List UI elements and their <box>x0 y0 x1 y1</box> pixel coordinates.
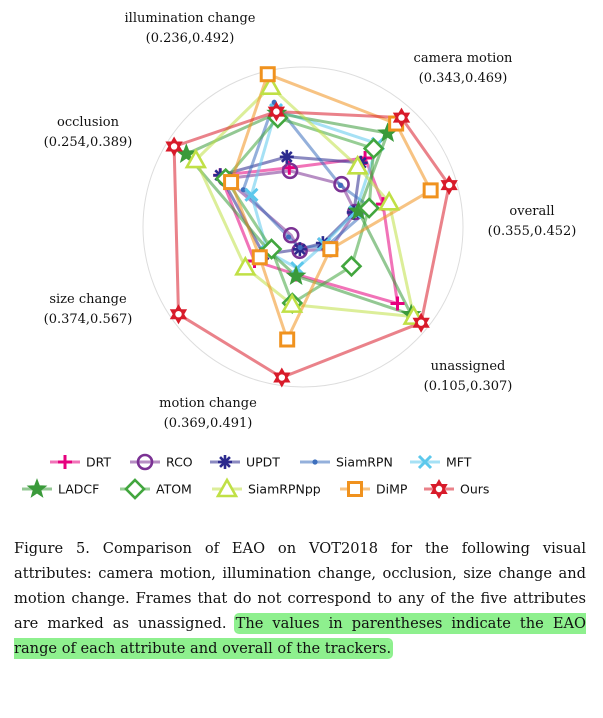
legend-marker-siamrpn <box>312 459 318 465</box>
point-ours-unassigned <box>412 312 430 333</box>
axis-label-camera-motion: camera motion <box>414 51 514 66</box>
point-ours-occlusion <box>165 136 183 157</box>
point-drt-unassigned <box>390 296 405 311</box>
legend-item-siamrpn: SiamRPN <box>300 455 393 470</box>
axis-range-unassigned: (0.105,0.307) <box>424 379 513 394</box>
series-ours <box>172 110 451 379</box>
axis-range-overall: (0.355,0.452) <box>488 224 577 239</box>
axis-range-camera-motion: (0.343,0.469) <box>419 71 508 86</box>
series-line-ours <box>172 110 451 379</box>
axis-label-illumination-change: illumination change <box>125 11 256 26</box>
point-siamrpnpp-camera-motion <box>346 154 369 175</box>
legend-label-ours: Ours <box>460 482 489 497</box>
legend-marker-mft <box>417 454 433 470</box>
point-ours-motion-change <box>273 367 291 388</box>
series-line-drt <box>218 156 399 305</box>
legend-label-dimp: DiMP <box>376 482 408 497</box>
point-dimp-size-change <box>251 249 268 266</box>
legend-item-ladcf: LADCF <box>22 478 99 498</box>
legend-label-ladcf: LADCF <box>58 482 99 497</box>
markers-siamrpnpp <box>184 75 425 325</box>
legend-item-dimp: DiMP <box>340 481 408 497</box>
axis-label-unassigned: unassigned <box>431 359 506 374</box>
point-updt-illumination-change <box>279 149 294 164</box>
axis-range-size-change: (0.374,0.567) <box>44 312 133 327</box>
point-rco-size-change <box>282 226 300 244</box>
point-siamrpn-occlusion <box>240 187 246 193</box>
point-siamrpn-size-change <box>285 234 292 240</box>
axis-label-occlusion: occlusion <box>57 115 120 130</box>
series-line-atom <box>224 116 376 305</box>
legend-label-drt: DRT <box>86 455 111 470</box>
legend-item-rco: RCO <box>130 453 193 471</box>
caption-text: Figure 5. Comparison of EAO on VOT2018 f… <box>14 540 586 632</box>
point-siamrpn-motion-change <box>297 244 303 251</box>
axis-label-size-change: size change <box>49 292 127 307</box>
axis-range-illumination-change: (0.236,0.492) <box>146 31 235 46</box>
point-ours-size-change <box>169 304 188 325</box>
legend-item-mft: MFT <box>410 455 472 470</box>
legend-label-mft: MFT <box>446 455 472 470</box>
point-siamrpnpp-motion-change <box>280 292 304 313</box>
axis-range-motion-change: (0.369,0.491) <box>164 416 253 431</box>
legend-marker-rco <box>136 453 154 471</box>
point-siamrpnpp-size-change <box>234 255 257 276</box>
point-siamrpn-camera-motion <box>337 182 344 188</box>
legend-marker-ladcf <box>26 478 48 498</box>
radar-chart: camera motion (0.343,0.469) overall (0.355,… <box>22 11 577 500</box>
legend-item-siamrpnpp: SiamRPNpp <box>212 477 321 498</box>
markers-ours <box>165 101 458 388</box>
point-ladcf-motion-change <box>285 265 307 285</box>
legend-item-drt: DRT <box>50 455 111 470</box>
legend-label-updt: UPDT <box>246 455 280 470</box>
legend-item-updt: UPDT <box>210 455 280 470</box>
legend-item-atom: ATOM <box>120 478 192 500</box>
point-siamrpnpp-illumination-change <box>259 75 282 95</box>
point-atom-overall <box>358 197 380 219</box>
point-dimp-overall <box>422 182 439 199</box>
axis-range-occlusion: (0.254,0.389) <box>44 135 133 150</box>
axis-label-motion-change: motion change <box>159 396 257 411</box>
legend-label-siamrpnpp: SiamRPNpp <box>248 482 321 497</box>
point-dimp-motion-change <box>279 331 296 348</box>
legend-item-ours: Ours <box>424 479 489 499</box>
point-siamrpnpp-occlusion <box>184 148 208 169</box>
legend-label-rco: RCO <box>166 455 193 470</box>
point-siamrpnpp-overall <box>377 190 401 211</box>
figure-caption: Figure 5. Comparison of EAO on VOT2018 f… <box>14 536 586 661</box>
radar-outer-ring <box>142 66 464 388</box>
point-ours-camera-motion <box>392 107 411 128</box>
point-atom-camera-motion <box>362 137 385 160</box>
legend-marker-ours <box>430 479 448 499</box>
point-atom-unassigned <box>340 255 363 278</box>
markers-dimp <box>223 66 439 348</box>
series-drt <box>218 156 399 305</box>
point-dimp-illumination-change <box>259 66 276 83</box>
legend-marker-siamrpnpp <box>215 477 239 498</box>
point-dimp-occlusion <box>223 174 240 191</box>
series-atom <box>224 116 376 305</box>
point-rco-camera-motion <box>333 175 350 193</box>
legend-label-siamrpn: SiamRPN <box>336 455 393 470</box>
point-ours-illumination-change <box>267 101 285 122</box>
point-rco-illumination-change <box>281 162 299 180</box>
legend-label-atom: ATOM <box>156 482 192 497</box>
point-mft-occlusion <box>244 187 259 202</box>
point-ours-overall <box>440 175 458 196</box>
point-dimp-unassigned <box>322 241 339 258</box>
legend-marker-dimp <box>347 481 363 497</box>
legend-marker-atom <box>124 478 146 500</box>
legend-marker-drt <box>58 455 72 469</box>
legend-marker-updt <box>218 455 232 469</box>
axis-label-overall: overall <box>509 204 554 219</box>
